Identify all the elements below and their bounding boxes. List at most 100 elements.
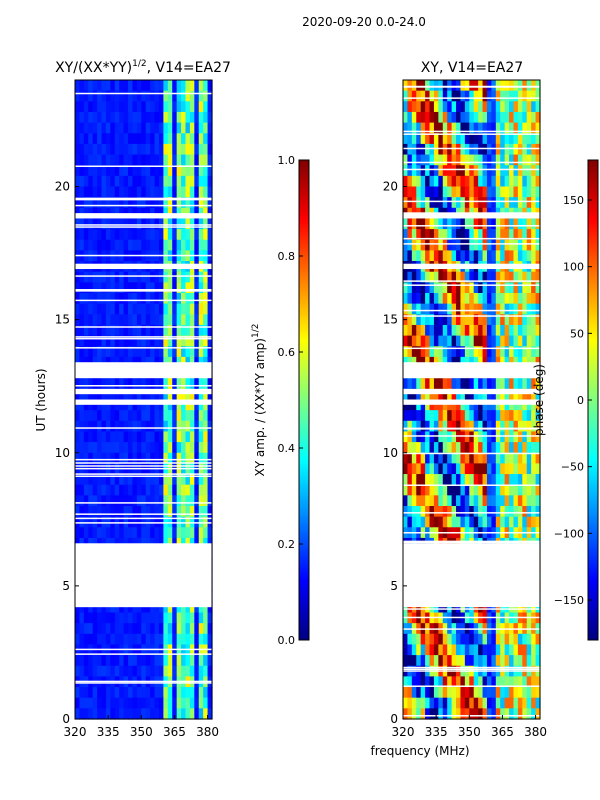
amplitude-cell [163, 665, 169, 677]
amplitude-cell [185, 143, 191, 156]
amplitude-cell [141, 612, 147, 624]
phase-cell [433, 90, 439, 102]
amplitude-cell [128, 314, 134, 326]
phase-cell [416, 633, 422, 646]
phase-cell [486, 516, 492, 528]
phase-cell [411, 463, 417, 475]
phase-cell [509, 708, 515, 720]
amplitude-cell [105, 665, 111, 677]
amplitude-cell [119, 293, 125, 305]
phase-gap-band [403, 484, 540, 486]
amplitude-cell [119, 229, 125, 241]
amplitude-cell [207, 218, 213, 230]
amplitude-cell [110, 633, 116, 646]
phase-cell [478, 495, 484, 507]
phase-cell [522, 335, 528, 347]
amplitude-cell [92, 388, 98, 401]
amplitude-cell [154, 133, 160, 145]
amplitude-cell [198, 186, 204, 198]
phase-cell [491, 271, 497, 283]
phase-cell [495, 335, 501, 347]
phase-cell [491, 133, 497, 145]
amplitude-cell [176, 420, 182, 433]
amplitude-cell [145, 687, 151, 699]
phase-cell [407, 122, 413, 134]
phase-cell [438, 484, 444, 496]
amplitude-cell [158, 697, 164, 709]
phase-cell [464, 431, 470, 443]
phase-cell [491, 463, 497, 475]
phase-cell [526, 293, 532, 305]
amplitude-cell [150, 154, 156, 166]
phase-cell [486, 229, 492, 241]
phase-cell [469, 154, 475, 166]
phase-x-tick-label: 335 [425, 725, 448, 739]
amplitude-cell [185, 452, 191, 464]
amplitude-cell [97, 303, 103, 315]
amplitude-cell [176, 431, 182, 443]
phase-cell [478, 122, 484, 134]
phase-cell [478, 303, 484, 315]
amplitude-cell [141, 90, 147, 102]
phase-cell [535, 399, 541, 411]
amplitude-cell [163, 506, 169, 518]
phase-cell [473, 644, 479, 656]
amplitude-cell [88, 410, 94, 422]
amplitude-cell [203, 474, 209, 486]
amplitude-cell [101, 80, 107, 92]
amplitude-cell [101, 442, 107, 454]
phase-cell [456, 346, 462, 358]
phase-cell [464, 644, 470, 656]
phase-cell [531, 271, 537, 283]
amplitude-cell [119, 378, 125, 390]
phase-cell [491, 303, 497, 315]
amplitude-cell [136, 495, 142, 507]
phase-cell [464, 452, 470, 464]
amplitude-cell [207, 452, 213, 464]
phase-cell [482, 90, 488, 102]
phase-cell [486, 143, 492, 156]
phase-cell [442, 346, 448, 358]
amplitude-cell [172, 527, 178, 539]
phase-cell [411, 90, 417, 102]
amplitude-cell [176, 229, 182, 241]
phase-cell [473, 697, 479, 709]
amplitude-cell [154, 474, 160, 486]
amplitude-cell [207, 101, 213, 113]
amplitude-cell [136, 612, 142, 624]
amplitude-cell [75, 293, 81, 305]
amplitude-cell [88, 101, 94, 113]
amplitude-cell [163, 293, 169, 305]
phase-cell [433, 229, 439, 241]
amplitude-cell [75, 633, 81, 646]
phase-cell [416, 133, 422, 145]
phase-cell [509, 378, 515, 390]
phase-cell [464, 143, 470, 156]
amplitude-cell [110, 90, 116, 102]
phase-cell [517, 676, 523, 688]
amplitude-cell [158, 218, 164, 230]
amplitude-cell [97, 431, 103, 443]
phase-cell [420, 442, 426, 454]
amplitude-cell [145, 697, 151, 709]
amplitude-cell [194, 271, 200, 283]
phase-cell [420, 346, 426, 358]
amplitude-cell [101, 143, 107, 156]
phase-cell [526, 708, 532, 720]
phase-cell [522, 282, 528, 294]
phase-cell [531, 506, 537, 518]
phase-cell [535, 165, 541, 177]
phase-cell [442, 165, 448, 177]
phase-cell [522, 633, 528, 646]
phase-cell [473, 388, 479, 401]
phase-cell [500, 346, 506, 358]
amplitude-cell [132, 474, 138, 486]
amplitude-cell [154, 612, 160, 624]
amplitude-cell [123, 186, 129, 198]
phase-cell [451, 410, 457, 422]
amplitude-cell [97, 378, 103, 390]
amplitude-cell [75, 495, 81, 507]
amplitude-cell [88, 420, 94, 433]
amplitude-cell [88, 708, 94, 720]
phase-cell [500, 431, 506, 443]
